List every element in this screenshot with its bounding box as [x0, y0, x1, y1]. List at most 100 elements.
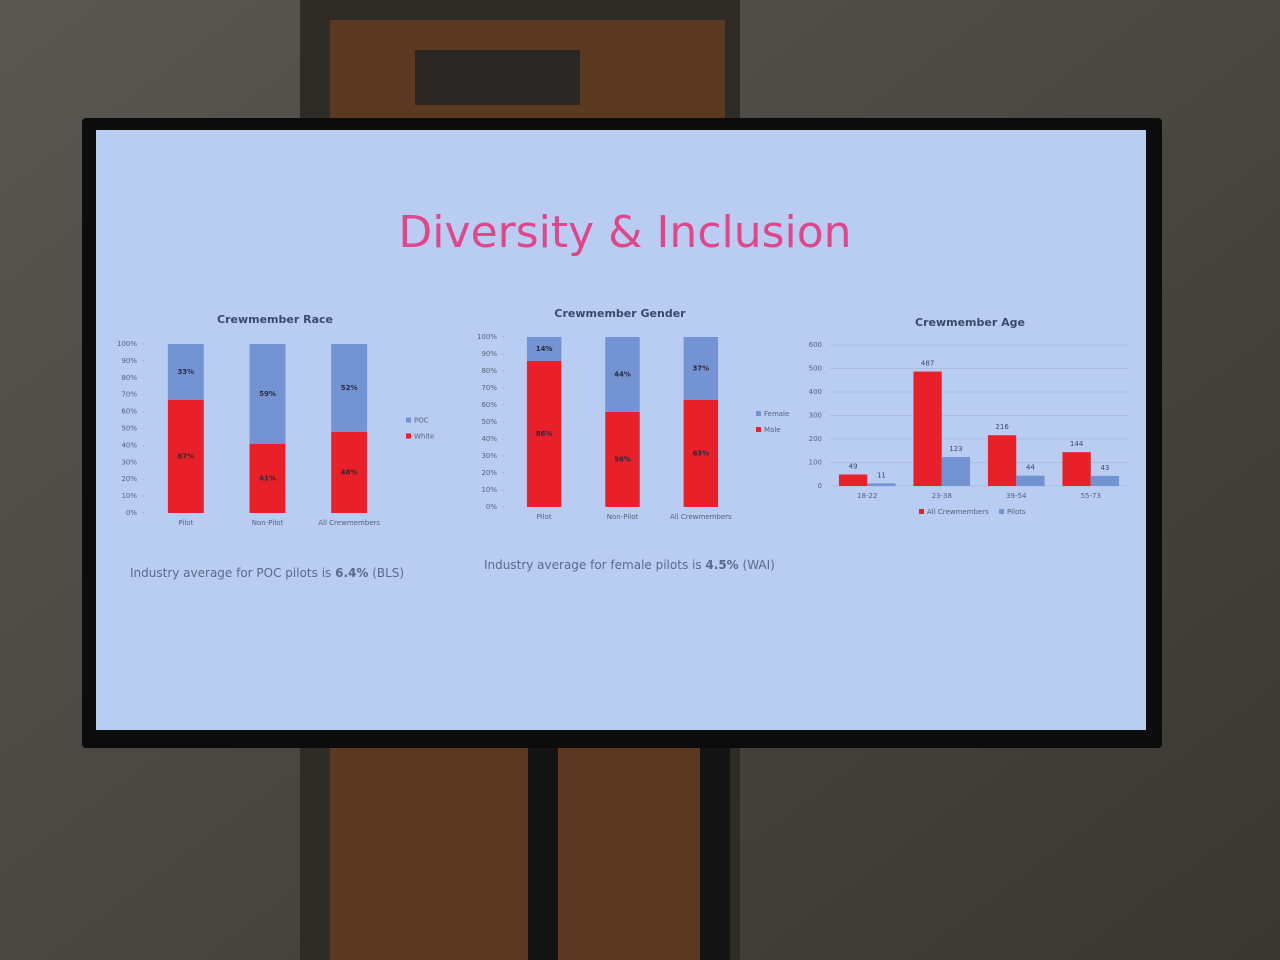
bar [941, 457, 971, 486]
x-tick-label: Non-Pilot [607, 513, 639, 521]
x-tick-label: All Crewmembers [670, 513, 732, 521]
x-tick-label: Pilot [537, 513, 552, 521]
x-tick-label: Non-Pilot [252, 519, 284, 527]
y-tick-label: 20% [121, 475, 137, 483]
x-tick-label: All Crewmembers [318, 519, 380, 527]
data-label: 11 [877, 471, 886, 479]
note: Industry average for POC pilots is 6.4% … [130, 566, 404, 580]
stand-pole [700, 730, 730, 960]
legend-label: White [414, 433, 434, 441]
note-text: Industry average for POC pilots is [130, 566, 335, 580]
legend-label: POC [414, 417, 429, 425]
legend-label: Pilots [1007, 508, 1026, 516]
data-label: 216 [995, 423, 1009, 431]
y-tick-label: 300 [809, 412, 822, 420]
x-tick-label: 23-38 [932, 492, 952, 500]
x-tick-label: 39-54 [1006, 492, 1027, 500]
data-label: 44 [1026, 464, 1035, 472]
y-tick-label: 400 [809, 388, 822, 396]
y-tick-label: 0% [126, 509, 137, 517]
y-tick-label: 100% [477, 333, 497, 341]
y-tick-label: 10% [121, 492, 137, 500]
bar-segment [605, 411, 640, 507]
y-tick-label: 0% [486, 503, 497, 511]
y-tick-label: 60% [481, 401, 497, 409]
bar [1090, 475, 1120, 486]
legend-swatch [756, 427, 761, 432]
y-tick-label: 600 [809, 341, 822, 349]
stand-pole [528, 730, 558, 960]
legend-label: All Crewmembers [927, 508, 989, 516]
y-tick-label: 40% [121, 441, 137, 449]
bar [867, 483, 896, 486]
data-label: 48% [341, 468, 358, 476]
y-tick-label: 40% [481, 435, 497, 443]
y-tick-label: 90% [481, 350, 497, 358]
legend-swatch [406, 417, 411, 423]
bar-segment [526, 360, 562, 507]
legend-label: Male [764, 426, 781, 434]
data-label: 43 [1100, 464, 1109, 472]
y-tick-label: 80% [121, 374, 137, 382]
data-label: 63% [692, 449, 709, 457]
y-tick-label: 10% [481, 486, 497, 494]
door-closer [415, 50, 580, 105]
data-label: 67% [177, 452, 194, 460]
bar-segment [683, 337, 719, 400]
y-tick-label: 30% [481, 452, 497, 460]
note-value: 4.5% [705, 558, 738, 572]
y-tick-label: 100 [809, 459, 822, 467]
data-label: 14% [536, 345, 553, 353]
legend-swatch [999, 509, 1004, 514]
data-label: 123 [949, 445, 962, 453]
data-label: 41% [259, 474, 276, 482]
note-text: Industry average for female pilots is [484, 558, 705, 572]
bar-segment [167, 399, 204, 513]
y-tick-label: 500 [809, 365, 822, 373]
bar-segment [605, 337, 640, 412]
y-tick-label: 60% [121, 408, 137, 416]
y-tick-label: 0 [818, 482, 822, 490]
y-tick-label: 50% [121, 425, 137, 433]
data-label: 52% [341, 384, 358, 392]
y-tick-label: 80% [481, 367, 497, 375]
bar [1016, 475, 1045, 486]
chart-title: Crewmember Gender [554, 307, 686, 320]
note: Industry average for female pilots is 4.… [484, 558, 775, 572]
data-label: 144 [1070, 440, 1084, 448]
x-tick-label: 55-73 [1081, 492, 1101, 500]
bar [1062, 452, 1091, 486]
data-label: 56% [614, 455, 631, 463]
bar [838, 474, 868, 486]
bar-segment [249, 344, 286, 444]
chart-title: Crewmember Race [217, 313, 333, 326]
note-text: (WAI) [739, 558, 775, 572]
chart-title: Crewmember Age [915, 316, 1025, 329]
legend-swatch [919, 509, 924, 514]
y-tick-label: 70% [121, 391, 137, 399]
y-tick-label: 100% [117, 340, 137, 348]
bar-segment [526, 337, 562, 361]
legend-swatch [406, 433, 411, 439]
note-text: (BLS) [368, 566, 404, 580]
bar-segment [331, 344, 368, 432]
x-tick-label: 18-22 [857, 492, 877, 500]
data-label: 37% [692, 364, 709, 372]
y-tick-label: 20% [481, 469, 497, 477]
data-label: 44% [614, 370, 631, 378]
note-value: 6.4% [335, 566, 368, 580]
slide-title: Diversity & Inclusion [398, 207, 851, 258]
data-label: 487 [921, 360, 934, 368]
y-tick-label: 200 [809, 435, 822, 443]
y-tick-label: 90% [121, 357, 137, 365]
y-tick-label: 50% [481, 418, 497, 426]
bar-segment [683, 399, 719, 507]
y-tick-label: 30% [121, 458, 137, 466]
data-label: 86% [536, 430, 553, 438]
data-label: 49 [849, 462, 858, 470]
data-label: 33% [177, 368, 194, 376]
legend-label: Female [764, 410, 789, 418]
bar-segment [331, 431, 368, 513]
